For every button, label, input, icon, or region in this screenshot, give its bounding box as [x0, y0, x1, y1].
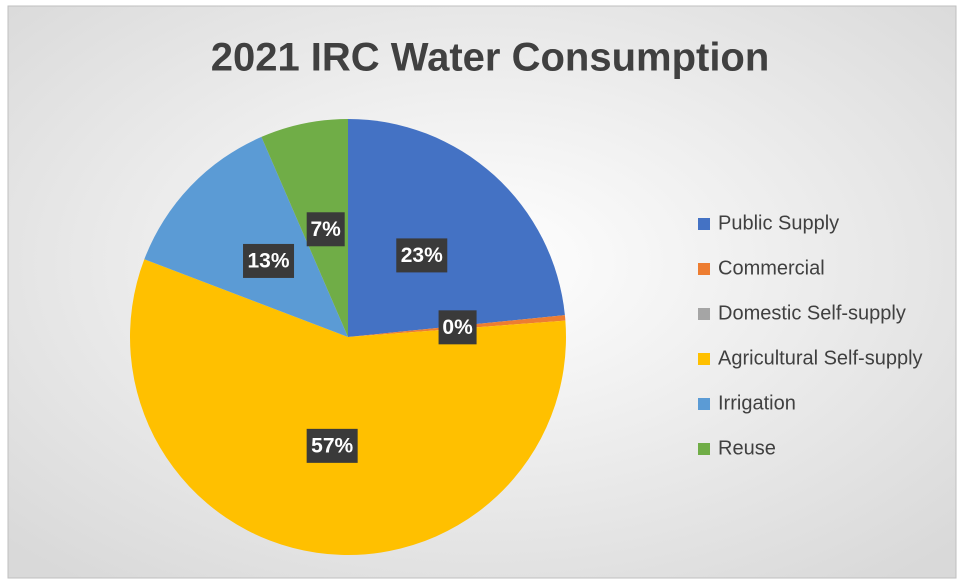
legend-swatch — [698, 353, 710, 365]
legend-swatch — [698, 308, 710, 320]
pie-slice — [144, 136, 348, 337]
legend-swatch — [698, 443, 710, 455]
legend-label: Public Supply — [718, 212, 839, 234]
legend-swatch — [698, 218, 710, 230]
data-label: 57% — [311, 434, 353, 457]
legend-label: Agricultural Self-supply — [718, 347, 923, 369]
legend-label: Reuse — [718, 437, 776, 459]
pie-slice — [348, 119, 565, 337]
legend-label: Commercial — [718, 257, 825, 279]
data-label: 13% — [248, 249, 290, 272]
data-label: 0% — [442, 316, 473, 339]
legend-swatch — [698, 263, 710, 275]
pie-slice — [261, 119, 348, 337]
data-label: 7% — [311, 218, 342, 241]
legend-swatch — [698, 398, 710, 410]
data-label-box — [243, 243, 295, 278]
data-label-box — [306, 212, 345, 247]
data-label-box — [396, 238, 448, 273]
data-label-box — [438, 310, 477, 345]
data-label-box — [306, 428, 358, 463]
chart-title: 2021 IRC Water Consumption — [211, 36, 770, 80]
legend-label: Domestic Self-supply — [718, 302, 906, 324]
data-label: 23% — [401, 244, 443, 267]
legend-label: Irrigation — [718, 392, 796, 414]
